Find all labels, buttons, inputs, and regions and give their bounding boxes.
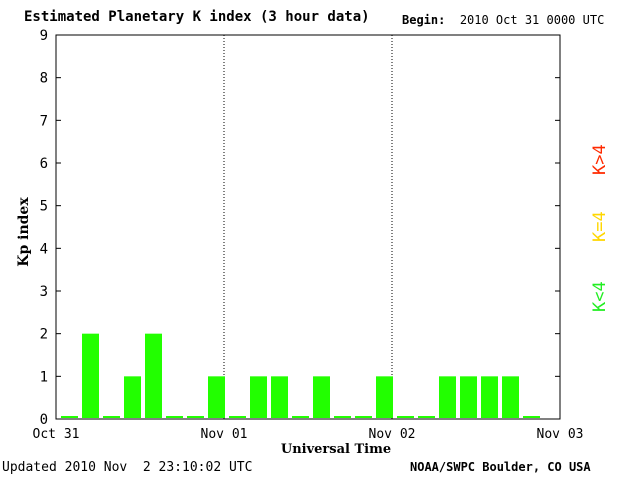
kp-bar	[250, 376, 267, 418]
kp-bar	[124, 376, 141, 418]
kp-bar	[208, 376, 225, 418]
chart-title: Estimated Planetary K index (3 hour data…	[24, 9, 370, 25]
x-tick-label: Nov 01	[201, 427, 248, 442]
kp-bar	[82, 333, 99, 418]
y-tick-label: 2	[40, 327, 48, 343]
kp-bar	[481, 376, 498, 418]
y-tick-label: 5	[40, 199, 48, 215]
y-tick-label: 4	[40, 241, 48, 257]
kp-bar	[61, 416, 78, 418]
source-credit: NOAA/SWPC Boulder, CO USA	[410, 460, 591, 474]
x-tick-label: Nov 02	[369, 427, 416, 442]
kp-bar	[271, 376, 288, 418]
y-tick-label: 6	[40, 156, 48, 172]
legend-k-less-4: K<4	[590, 281, 610, 312]
updated-timestamp: Updated 2010 Nov 2 23:10:02 UTC	[2, 460, 253, 475]
kp-bar	[145, 333, 162, 418]
x-tick-label: Oct 31	[33, 427, 80, 442]
kp-bar	[229, 416, 246, 418]
kp-bar	[103, 416, 120, 418]
kp-bar	[313, 376, 330, 418]
y-tick-label: 0	[40, 412, 48, 428]
y-tick-label: 8	[40, 71, 48, 87]
kp-bar	[460, 376, 477, 418]
kp-bar	[439, 376, 456, 418]
begin-timestamp: Begin: 2010 Oct 31 0000 UTC	[402, 13, 604, 27]
kp-bar	[502, 376, 519, 418]
kp-bar	[397, 416, 414, 418]
kp-bar	[166, 416, 183, 418]
x-tick-label: Nov 03	[537, 427, 584, 442]
kp-bar	[376, 376, 393, 418]
kp-bar	[292, 416, 309, 418]
begin-label: Begin:	[402, 13, 446, 27]
begin-value: 2010 Oct 31 0000 UTC	[459, 13, 605, 27]
legend-k-greater-4: K>4	[590, 144, 610, 175]
y-tick-label: 7	[40, 113, 48, 129]
legend-k-equal-4: K=4	[590, 211, 610, 242]
x-axis-label: Universal Time	[281, 442, 391, 457]
plot-frame	[55, 34, 561, 420]
y-tick-label: 9	[40, 28, 48, 44]
kp-bar	[334, 416, 351, 418]
kp-bar	[187, 416, 204, 418]
kp-bar	[355, 416, 372, 418]
kp-bar	[523, 416, 540, 418]
y-tick-label: 3	[40, 284, 48, 300]
kp-bar	[418, 416, 435, 418]
y-tick-label: 1	[40, 369, 48, 385]
y-axis-label: Kp index	[16, 197, 32, 267]
